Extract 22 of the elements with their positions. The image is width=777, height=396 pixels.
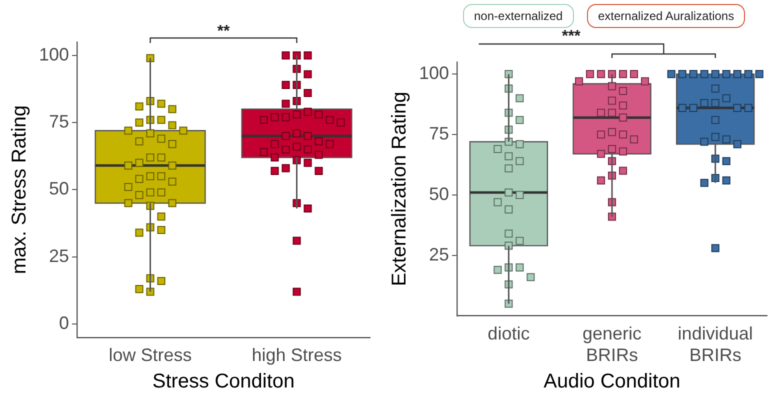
y-tick-label: 50	[429, 184, 450, 204]
text: ***	[562, 28, 582, 45]
x-tick-label: diotic	[488, 324, 530, 344]
y-tick-label: 25	[429, 244, 450, 264]
y-tick-label: 25	[49, 246, 70, 266]
text: **	[217, 23, 231, 40]
x-axis-title: Stress Conditon	[152, 370, 295, 393]
y-tick-label: 100	[418, 63, 450, 84]
y-tick-label: 50	[49, 178, 70, 199]
x-tick-label: individual BRIRs	[678, 324, 753, 366]
y-tick-label: 100	[38, 44, 70, 64]
x-axis-title: Audio Conditon	[544, 370, 680, 393]
y-axis-title: Externalization Rating	[388, 92, 411, 286]
x-tick-label: generic BRIRs	[582, 324, 642, 366]
text: externalized Auralizations	[587, 4, 746, 28]
x-tick-label: high Stress	[252, 345, 342, 366]
text: non-externalized	[463, 4, 574, 28]
y-tick-label: 0	[59, 312, 70, 333]
y-tick-label: 75	[49, 112, 70, 132]
y-axis-title: max. Stress Rating	[8, 105, 31, 274]
x-tick-label: low Stress	[108, 345, 192, 366]
y-tick-label: 75	[429, 123, 450, 144]
